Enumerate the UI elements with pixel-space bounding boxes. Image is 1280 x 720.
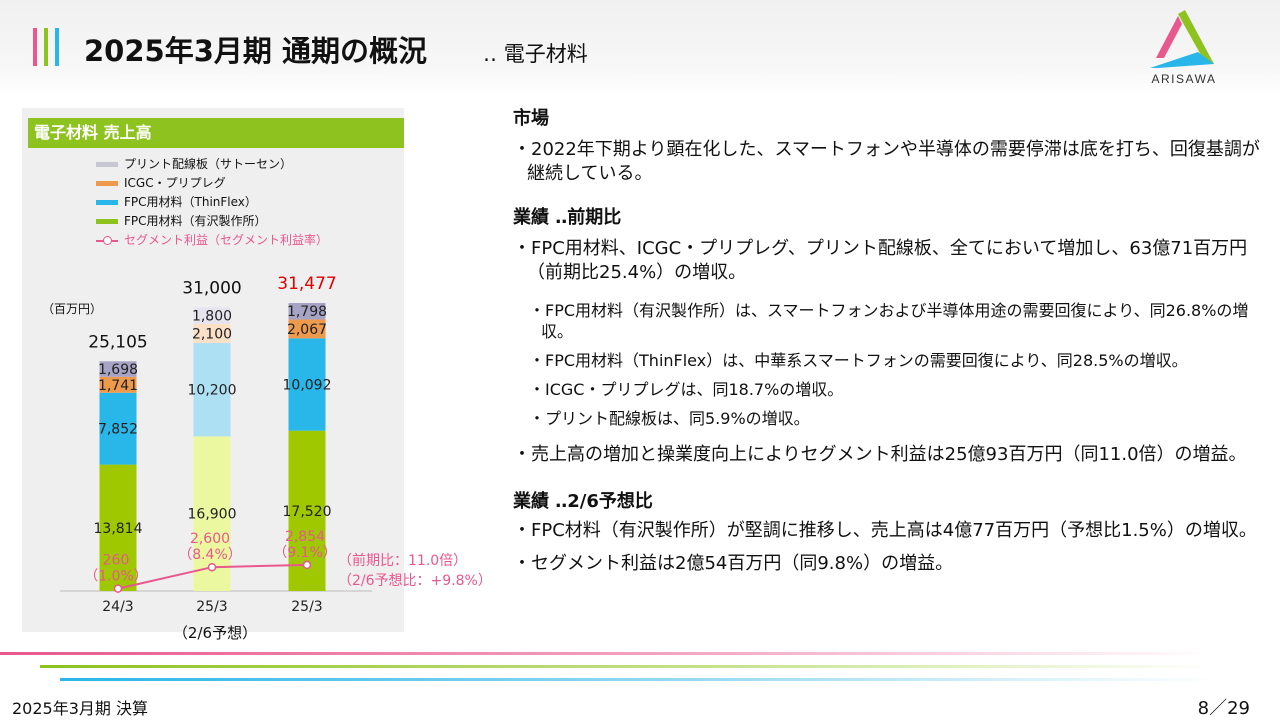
bar-segment <box>99 361 137 377</box>
legend-item-printed-wiring-board: プリント配線板（サトーセン） <box>96 155 328 174</box>
segment-profit-value-label: 2,854 <box>285 529 325 545</box>
bar-segment <box>99 464 137 591</box>
segment-profit-value-label: 260 <box>103 553 130 569</box>
segment-profit-value-label: 2,600 <box>190 531 230 547</box>
footer-document-title: 2025年3月期 決算 <box>12 699 148 718</box>
legend-label: FPC用材料（ThinFlex） <box>124 195 257 209</box>
legend-swatch <box>96 200 118 205</box>
legend-item-segment-profit: セグメント利益（セグメント利益率） <box>96 231 328 250</box>
commentary: 市場 ・2022年下期より顕在化した、スマートフォンや半導体の需要停滞は底を打ち… <box>513 104 1273 576</box>
bar-value-label: 16,900 <box>188 507 237 523</box>
bar-segment <box>99 376 137 393</box>
sub-bullet: ・プリント配線板は、同5.9%の増収。 <box>529 409 810 428</box>
x-tick-label: 25/3 <box>196 599 227 615</box>
bar-segment <box>193 343 231 437</box>
bullet: ・2022年下期より顕在化した、スマートフォンや半導体の需要停滞は底を打ち、回復… <box>513 139 1260 184</box>
bar-value-label: 13,814 <box>94 521 143 537</box>
chart-legend: プリント配線板（サトーセン） ICGC・プリプレグ FPC用材料（ThinFle… <box>96 155 328 250</box>
bar-value-label: 1,800 <box>192 309 232 325</box>
legend-label: プリント配線板（サトーセン） <box>124 157 293 171</box>
bar-segment <box>288 338 326 431</box>
bar-value-label: 2,067 <box>287 322 327 338</box>
bar-value-label: 2,100 <box>192 326 232 342</box>
legend-label: FPC用材料（有沢製作所） <box>124 214 267 228</box>
legend-swatch <box>96 219 118 224</box>
bar-value-label: 7,852 <box>98 422 138 438</box>
annotation-vs-forecast: （2/6予想比：+9.8%） <box>338 573 492 589</box>
bullet: ・FPC用材料、ICGC・プリプレグ、プリント配線板、全てにおいて増加し、63億… <box>513 238 1248 283</box>
slide-title: 2025年3月期 通期の概況 <box>84 34 427 68</box>
section-heading: 市場 <box>513 108 549 129</box>
legend-item-fpc-thinflex: FPC用材料（ThinFlex） <box>96 193 328 212</box>
page-number: 8／29 <box>1197 698 1250 719</box>
section-market: 市場 ・2022年下期より顕在化した、スマートフォンや半導体の需要停滞は底を打ち… <box>513 104 1273 186</box>
slide-subtitle: ‥ 電子材料 <box>483 42 588 66</box>
section-yoy: 業績 ‥前期比 ・FPC用材料、ICGC・プリプレグ、プリント配線板、全てにおい… <box>513 203 1273 467</box>
segment-profit-rate-label: （8.4%） <box>178 547 242 563</box>
bar-segment <box>288 319 326 339</box>
legend-item-fpc-arisawa: FPC用材料（有沢製作所） <box>96 212 328 231</box>
bar-segment <box>193 307 231 324</box>
bullet: ・売上高の増加と操業度向上によりセグメント利益は25億93百万円（同11.0倍）… <box>513 444 1247 465</box>
legend-label: ICGC・プリプレグ <box>124 176 226 190</box>
annotation-yoy: （前期比：11.0倍） <box>338 552 467 569</box>
slide-header: 2025年3月期 通期の概況 ‥ 電子材料 ARISAWA <box>0 0 1280 96</box>
bar-segment <box>99 392 137 465</box>
section-heading: 業績 ‥前期比 <box>513 207 622 228</box>
arisawa-logo-icon <box>1150 10 1214 68</box>
accent-bar-pink <box>33 28 37 66</box>
x-tick-label: 25/3 <box>291 599 322 615</box>
bar-value-label: 17,520 <box>283 504 332 520</box>
divider-blue <box>60 678 1280 681</box>
bar-value-label: 1,741 <box>98 378 138 394</box>
section-heading: 業績 ‥2/6予想比 <box>513 491 653 512</box>
bar-value-label: 1,698 <box>98 362 138 378</box>
bar-total-label: 25,105 <box>88 332 147 352</box>
legend-marker <box>103 236 112 245</box>
sub-bullet: ・FPC用材料（有沢製作所）は、スマートフォンおよび半導体用途の需要回復により、… <box>529 301 1249 341</box>
legend-swatch <box>96 181 118 186</box>
bar-value-label: 10,092 <box>283 378 332 394</box>
section-vs-forecast: 業績 ‥2/6予想比 ・FPC材料（有沢製作所）が堅調に推移し、売上高は4億77… <box>513 487 1273 576</box>
divider-pink <box>0 652 1280 655</box>
chart-heading: 電子材料 売上高 <box>28 118 404 148</box>
sub-bullet: ・ICGC・プリプレグは、同18.7%の増収。 <box>529 380 844 399</box>
logo-wordmark: ARISAWA <box>1151 72 1217 86</box>
segment-profit-point <box>207 562 217 572</box>
bullet: ・FPC材料（有沢製作所）が堅調に推移し、売上高は4億77百万円（予想比1.5%… <box>513 520 1257 541</box>
accent-bar-green <box>44 28 48 66</box>
bullet: ・セグメント利益は2億54百万円（同9.8%）の増益。 <box>513 553 954 574</box>
divider-green <box>40 665 1280 668</box>
segment-profit-rate-label: （1.0%） <box>84 569 148 585</box>
bar-total-label: 31,477 <box>277 274 336 294</box>
segment-profit-rate-label: （9.1%） <box>273 545 337 561</box>
bar-segment <box>288 302 326 320</box>
accent-bar-blue <box>55 28 59 66</box>
legend-item-icgc-prepreg: ICGC・プリプレグ <box>96 174 328 193</box>
sub-bullet: ・FPC用材料（ThinFlex）は、中華系スマートフォンの需要回復により、同2… <box>529 351 1188 370</box>
legend-swatch <box>96 162 118 167</box>
x-tick-label: 24/3 <box>102 599 133 615</box>
bar-value-label: 10,200 <box>188 383 237 399</box>
segment-profit-point <box>302 560 312 570</box>
x-tick-sublabel: （2/6予想） <box>173 624 257 642</box>
y-axis-unit-label: （百万円） <box>42 302 102 316</box>
bar-value-label: 1,798 <box>287 304 327 320</box>
legend-label: セグメント利益（セグメント利益率） <box>124 233 329 247</box>
segment-profit-point <box>113 584 123 593</box>
bar-segment <box>193 323 231 344</box>
bar-total-label: 31,000 <box>182 278 241 298</box>
